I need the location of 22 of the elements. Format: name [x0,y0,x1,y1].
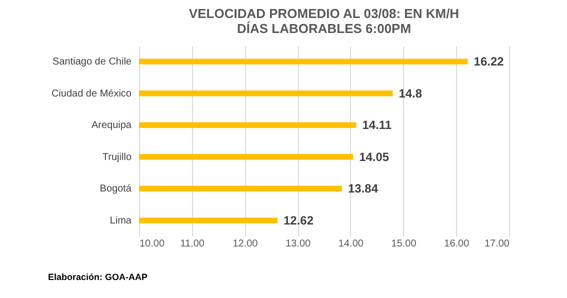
x-tick-label: 16.00 [444,238,470,250]
data-label: 16.22 [474,54,504,69]
y-tick-label: Santiago de Chile [52,56,132,68]
y-tick-label: Arequipa [91,120,132,132]
x-tick-label: 10.00 [140,238,165,250]
data-label: 14.11 [362,118,392,132]
data-label: 12.62 [283,213,314,228]
y-tick-label: Ciudad de México [51,88,132,100]
x-tick-label: 14.00 [338,238,364,250]
x-tick-label: 15.00 [391,238,417,250]
chart-title: VELOCIDAD PROMEDIO AL 03/08: EN KM/H DÍAS LABORABLES 6:00PM [188,6,460,36]
y-tick-label: Lima [110,215,132,226]
y-tick-label: Trujillo [102,152,132,163]
data-label: 13.84 [348,182,378,196]
y-tick-label: Bogotá [100,184,132,195]
x-tick-label: 12.00 [232,238,258,250]
x-tick-label: 17.00 [484,238,510,250]
x-tick-label: 13.00 [286,238,312,250]
data-label: 14.8 [398,86,422,100]
data-label: 14.05 [359,150,390,164]
text: Elaboración: GOA-AAP [48,272,148,282]
x-tick-label: 11.00 [180,238,205,250]
